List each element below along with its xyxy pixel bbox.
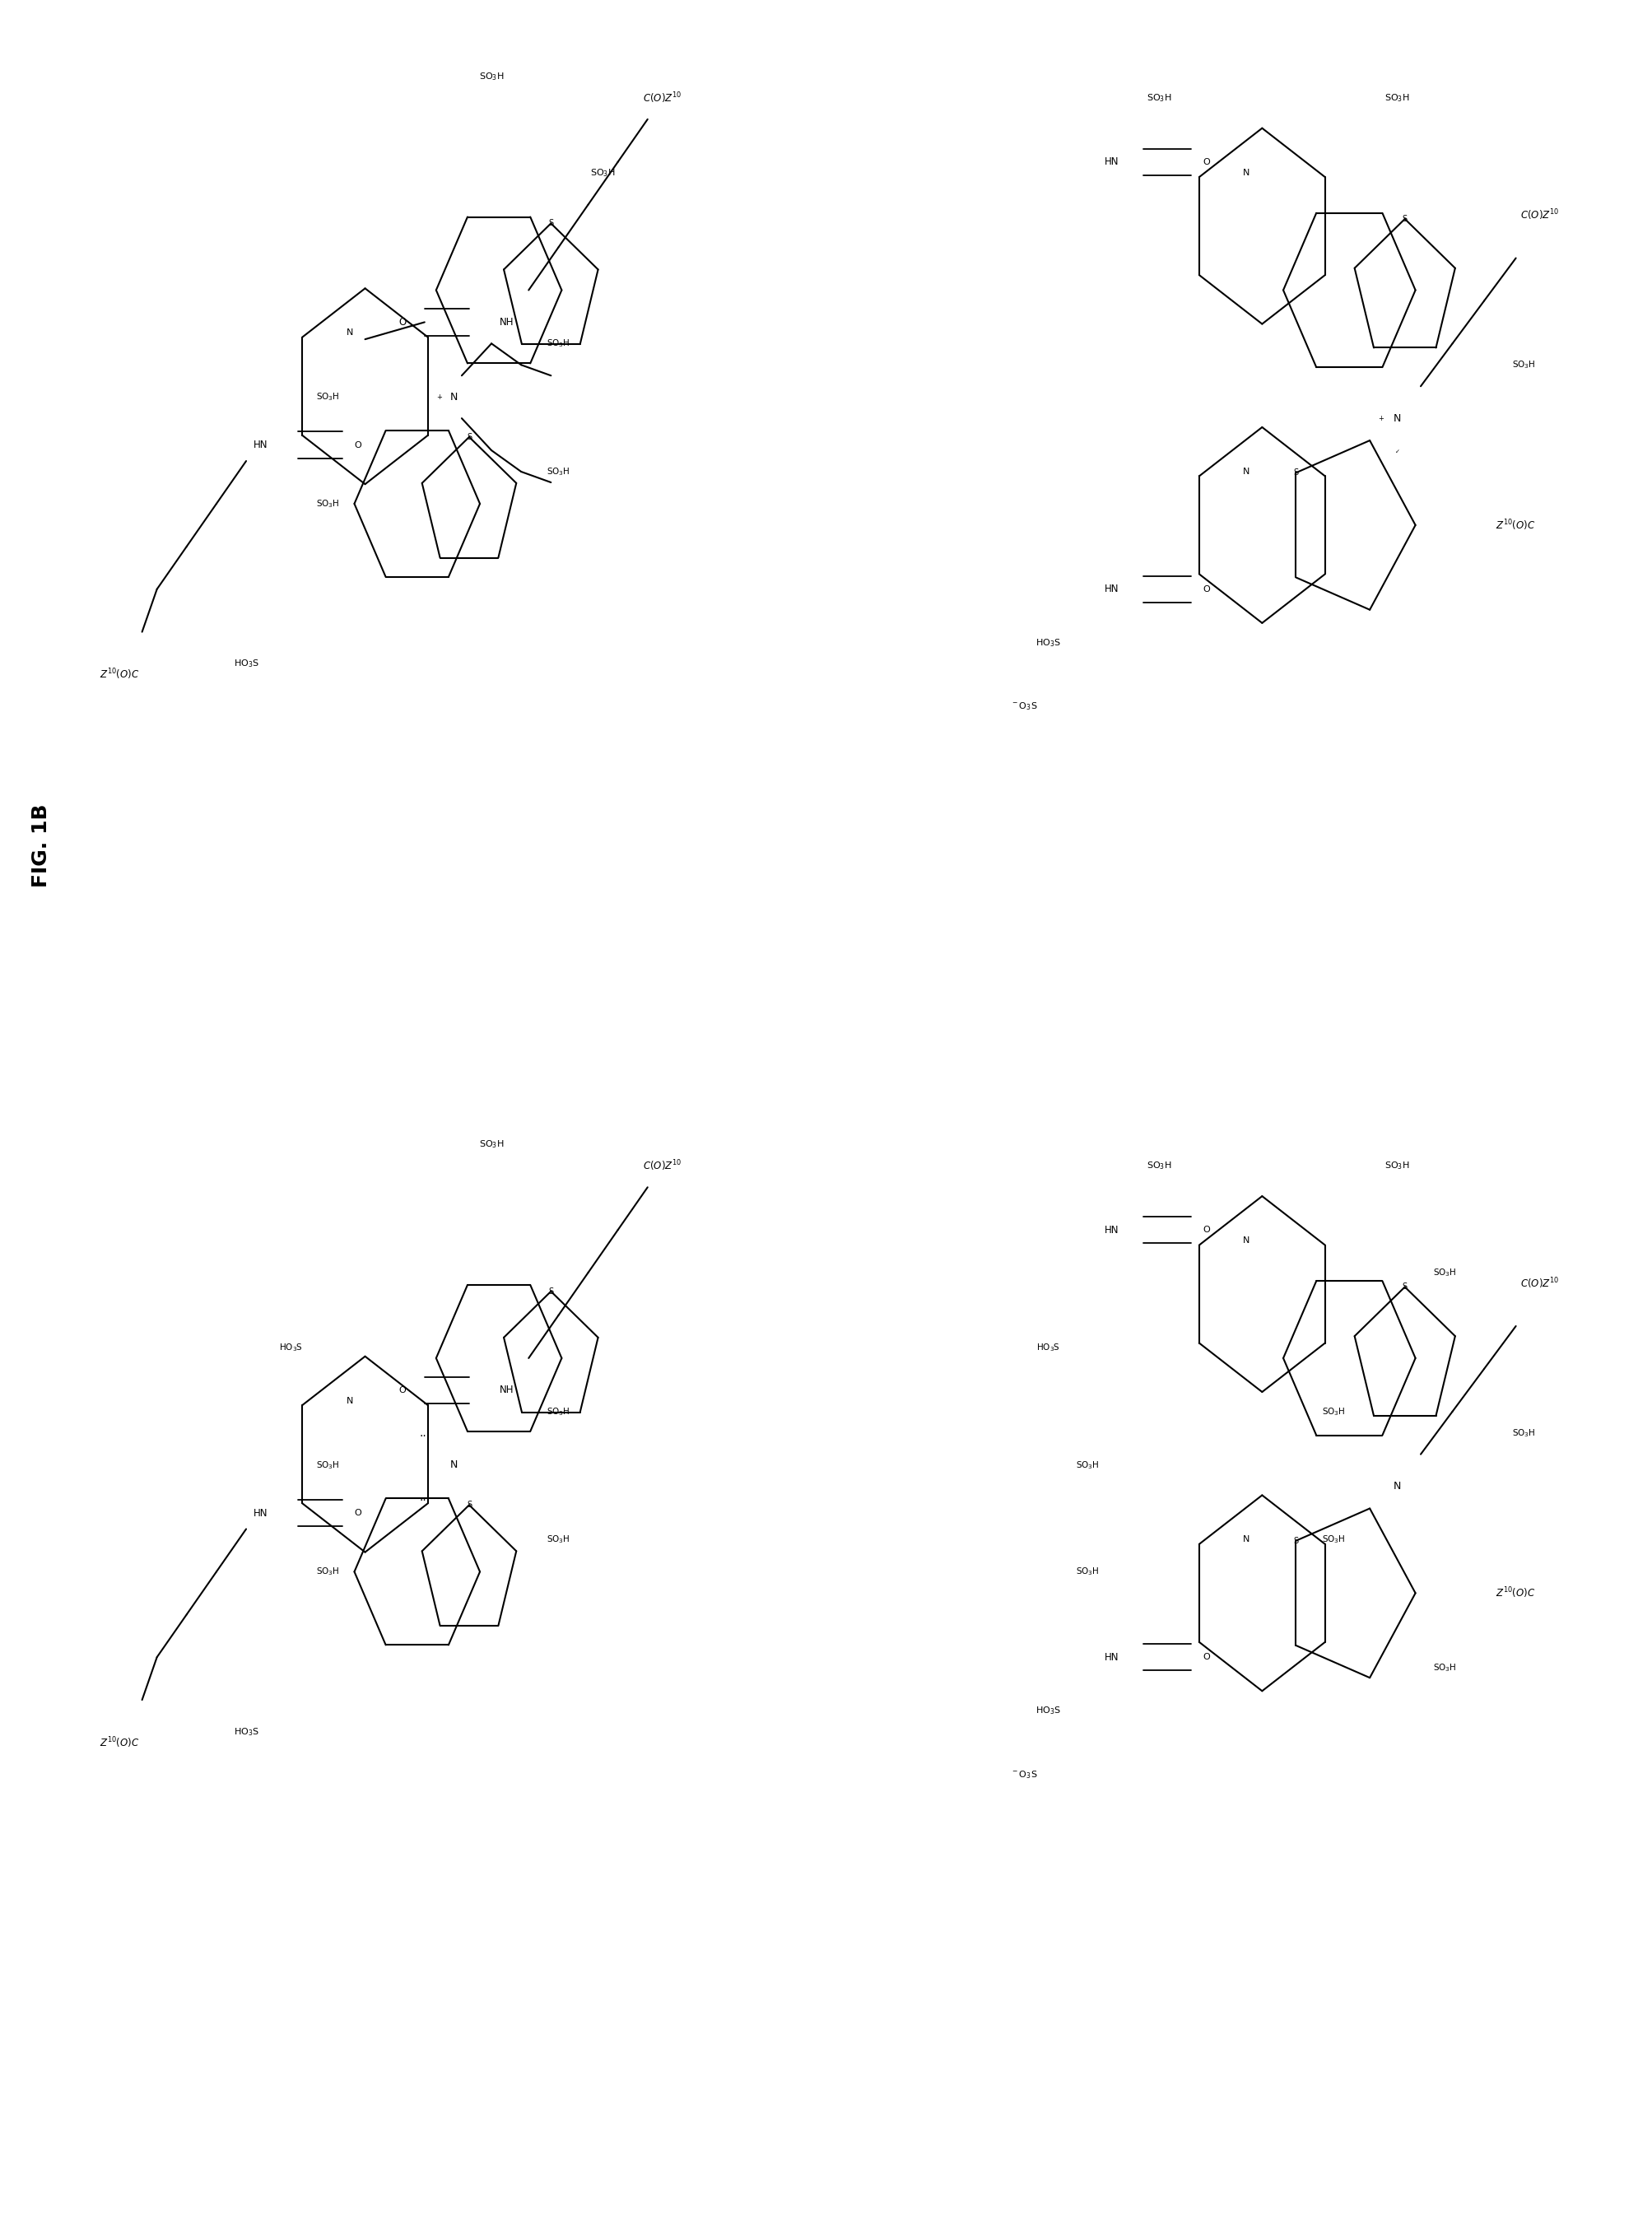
Text: N: N xyxy=(451,1460,458,1471)
Text: HN: HN xyxy=(254,441,268,449)
Text: SO$_3$H: SO$_3$H xyxy=(1075,1566,1100,1578)
Text: S: S xyxy=(1294,1537,1298,1544)
Text: FIG. 1B: FIG. 1B xyxy=(31,803,51,888)
Text: SO$_3$H: SO$_3$H xyxy=(1322,1533,1345,1546)
Text: $\checkmark$: $\checkmark$ xyxy=(1394,447,1399,454)
Text: N: N xyxy=(1242,1535,1249,1544)
Text: S: S xyxy=(466,434,472,441)
Text: $C(O)Z^{10}$: $C(O)Z^{10}$ xyxy=(1520,1277,1559,1290)
Text: SO$_3$H: SO$_3$H xyxy=(1384,1159,1409,1173)
Text: N: N xyxy=(1242,1237,1249,1244)
Text: HO$_3$S: HO$_3$S xyxy=(1036,636,1061,647)
Text: SO$_3$H: SO$_3$H xyxy=(1512,1426,1536,1440)
Text: SO$_3$H: SO$_3$H xyxy=(316,498,340,510)
Text: NH: NH xyxy=(499,316,514,327)
Text: S: S xyxy=(548,220,553,227)
Text: S: S xyxy=(466,1502,472,1509)
Text: HN: HN xyxy=(1104,156,1118,167)
Text: N: N xyxy=(1242,467,1249,476)
Text: $C(O)Z^{10}$: $C(O)Z^{10}$ xyxy=(643,91,682,105)
Text: $Z^{10}(O)C$: $Z^{10}(O)C$ xyxy=(1495,1586,1536,1600)
Text: S: S xyxy=(1403,216,1408,222)
Text: O: O xyxy=(1203,1226,1211,1235)
Text: S: S xyxy=(548,1288,553,1295)
Text: $^-$O$_3$S: $^-$O$_3$S xyxy=(1011,1769,1037,1780)
Text: HO$_3$S: HO$_3$S xyxy=(233,659,259,670)
Text: N: N xyxy=(1393,1482,1401,1491)
Text: SO$_3$H: SO$_3$H xyxy=(1432,1266,1457,1279)
Text: SO$_3$H: SO$_3$H xyxy=(1146,91,1171,105)
Text: HO$_3$S: HO$_3$S xyxy=(279,1342,302,1353)
Text: HN: HN xyxy=(1104,1224,1118,1235)
Text: HO$_3$S: HO$_3$S xyxy=(233,1727,259,1738)
Text: +: + xyxy=(1378,414,1384,423)
Text: O: O xyxy=(1203,158,1211,167)
Text: S: S xyxy=(1294,469,1298,476)
Text: $C(O)Z^{10}$: $C(O)Z^{10}$ xyxy=(643,1159,682,1173)
Text: SO$_3$H: SO$_3$H xyxy=(1512,358,1536,372)
Text: N: N xyxy=(1393,414,1401,423)
Text: $C(O)Z^{10}$: $C(O)Z^{10}$ xyxy=(1520,209,1559,222)
Text: SO$_3$H: SO$_3$H xyxy=(1146,1159,1171,1173)
Text: SO$_3$H: SO$_3$H xyxy=(1384,91,1409,105)
Text: HN: HN xyxy=(1104,583,1118,594)
Text: NH: NH xyxy=(499,1384,514,1395)
Text: $^-$O$_3$S: $^-$O$_3$S xyxy=(1011,701,1037,712)
Text: SO$_3$H: SO$_3$H xyxy=(316,1566,340,1578)
Text: SO$_3$H: SO$_3$H xyxy=(316,1460,340,1471)
Text: HO$_3$S: HO$_3$S xyxy=(1036,1342,1061,1353)
Text: O: O xyxy=(1203,1653,1211,1662)
Text: HO$_3$S: HO$_3$S xyxy=(1036,1704,1061,1715)
Text: +: + xyxy=(436,394,443,400)
Text: ...: ... xyxy=(420,1491,430,1502)
Text: O: O xyxy=(398,316,406,327)
Text: SO$_3$H: SO$_3$H xyxy=(547,1533,570,1546)
Text: O: O xyxy=(354,1509,362,1517)
Text: N: N xyxy=(451,392,458,403)
Text: S: S xyxy=(1403,1284,1408,1290)
Text: N: N xyxy=(347,329,354,336)
Text: SO$_3$H: SO$_3$H xyxy=(1322,1406,1345,1417)
Text: ...: ... xyxy=(420,1426,430,1440)
Text: SO$_3$H: SO$_3$H xyxy=(1432,1662,1457,1673)
Text: HN: HN xyxy=(1104,1651,1118,1662)
Text: SO$_3$H: SO$_3$H xyxy=(479,71,504,82)
Text: O: O xyxy=(398,1386,406,1395)
Text: SO$_3$H: SO$_3$H xyxy=(547,465,570,478)
Text: SO$_3$H: SO$_3$H xyxy=(479,1139,504,1150)
Text: $Z^{10}(O)C$: $Z^{10}(O)C$ xyxy=(99,1736,140,1749)
Text: SO$_3$H: SO$_3$H xyxy=(316,392,340,403)
Text: HN: HN xyxy=(254,1509,268,1517)
Text: O: O xyxy=(1203,585,1211,594)
Text: SO$_3$H: SO$_3$H xyxy=(590,167,616,178)
Text: SO$_3$H: SO$_3$H xyxy=(547,338,570,349)
Text: SO$_3$H: SO$_3$H xyxy=(1075,1460,1100,1471)
Text: O: O xyxy=(354,441,362,449)
Text: $Z^{10}(O)C$: $Z^{10}(O)C$ xyxy=(1495,518,1536,532)
Text: $Z^{10}(O)C$: $Z^{10}(O)C$ xyxy=(99,668,140,681)
Text: N: N xyxy=(347,1397,354,1404)
Text: N: N xyxy=(1242,169,1249,176)
Text: SO$_3$H: SO$_3$H xyxy=(547,1406,570,1417)
